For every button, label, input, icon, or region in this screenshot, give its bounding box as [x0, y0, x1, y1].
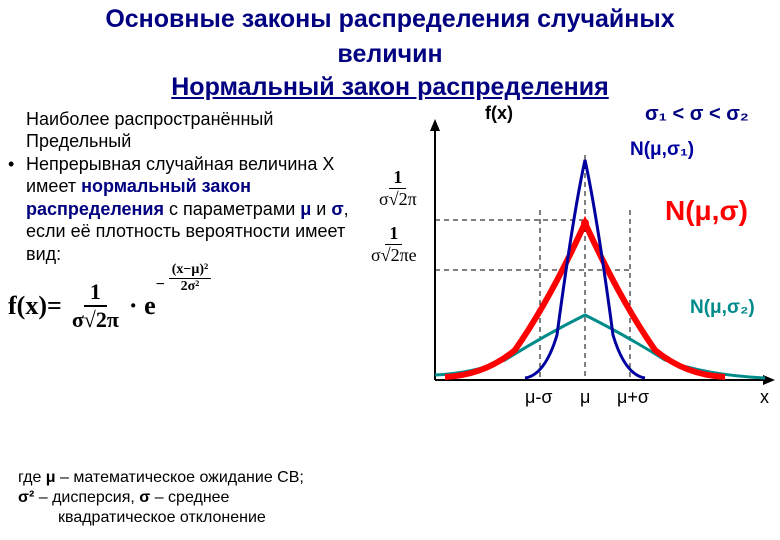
- bullet-2: Предельный: [18, 130, 380, 153]
- footer-l3: квадратическое отклонение: [58, 509, 266, 526]
- param-mu: μ: [300, 199, 311, 219]
- formula-eq: =: [47, 291, 62, 321]
- formula-lhs: f(x): [8, 291, 47, 321]
- yf1-den: σ√2π: [375, 189, 421, 210]
- xtick-mu-minus-sigma: μ-σ: [525, 387, 552, 408]
- footer-l2b: – дисперсия,: [34, 489, 139, 506]
- distribution-chart: [375, 105, 775, 435]
- frac-denominator: σ√2π: [66, 307, 125, 333]
- footer-l2d: – среднее: [150, 489, 229, 506]
- footer-l1c: – математическое ожидание СВ;: [56, 469, 304, 486]
- bullet-3-text-e: и: [311, 199, 331, 219]
- curve-label-sigma: N(μ,σ): [665, 195, 748, 227]
- yf1-num: 1: [389, 167, 406, 189]
- formula-e: · e: [129, 291, 156, 321]
- main-title-line2: величин: [0, 35, 780, 70]
- sigma-inequality: σ₁ < σ < σ₂: [645, 103, 749, 126]
- exp-numerator: (x−μ)²: [169, 262, 211, 279]
- subtitle: Нормальный закон распределения: [0, 73, 780, 102]
- yf2-den: σ√2πe: [367, 245, 421, 266]
- footer-sigma2: σ²: [18, 489, 34, 506]
- formula-exp-neg: −: [156, 276, 165, 294]
- y-formula-2: 1 σ√2πe: [367, 223, 421, 266]
- formula-fraction: 1 σ√2π: [66, 279, 125, 333]
- text-column: Наиболее распространённый Предельный Неп…: [0, 108, 380, 334]
- footer-legend: где μ – математическое ожидание СВ; σ² –…: [18, 468, 378, 528]
- exp-denominator: 2σ²: [178, 279, 203, 295]
- bullet-3: Непрерывная случайная величина X имеет н…: [18, 153, 380, 266]
- chart-container: f(x) σ₁ < σ < σ₂ N(μ,σ₁) N(μ,σ) N(μ,σ₂) …: [375, 105, 775, 435]
- bullet-1: Наиболее распространённый: [18, 108, 380, 131]
- xtick-mu: μ: [580, 387, 590, 408]
- bullet-3-text-c: с параметрами: [164, 199, 300, 219]
- footer-l1a: где: [18, 469, 46, 486]
- y-formula-1: 1 σ√2π: [375, 167, 421, 210]
- density-formula: f(x) = 1 σ√2π · e − (x−μ)² 2σ²: [8, 279, 380, 333]
- xtick-mu-plus-sigma: μ+σ: [617, 387, 649, 408]
- yf2-num: 1: [385, 223, 402, 245]
- curve-label-sigma1: N(μ,σ₁): [630, 139, 694, 161]
- curve-label-sigma2: N(μ,σ₂): [690, 297, 755, 319]
- footer-mu: μ: [46, 469, 56, 486]
- xaxis-label: x: [760, 387, 769, 408]
- main-title-line1: Основные законы распределения случайных: [0, 0, 780, 35]
- frac-numerator: 1: [84, 279, 107, 307]
- formula-exponent: (x−μ)² 2σ²: [169, 262, 211, 295]
- footer-sigma: σ: [139, 489, 150, 506]
- fx-axis-label: f(x): [485, 103, 513, 124]
- param-sigma: σ: [331, 199, 343, 219]
